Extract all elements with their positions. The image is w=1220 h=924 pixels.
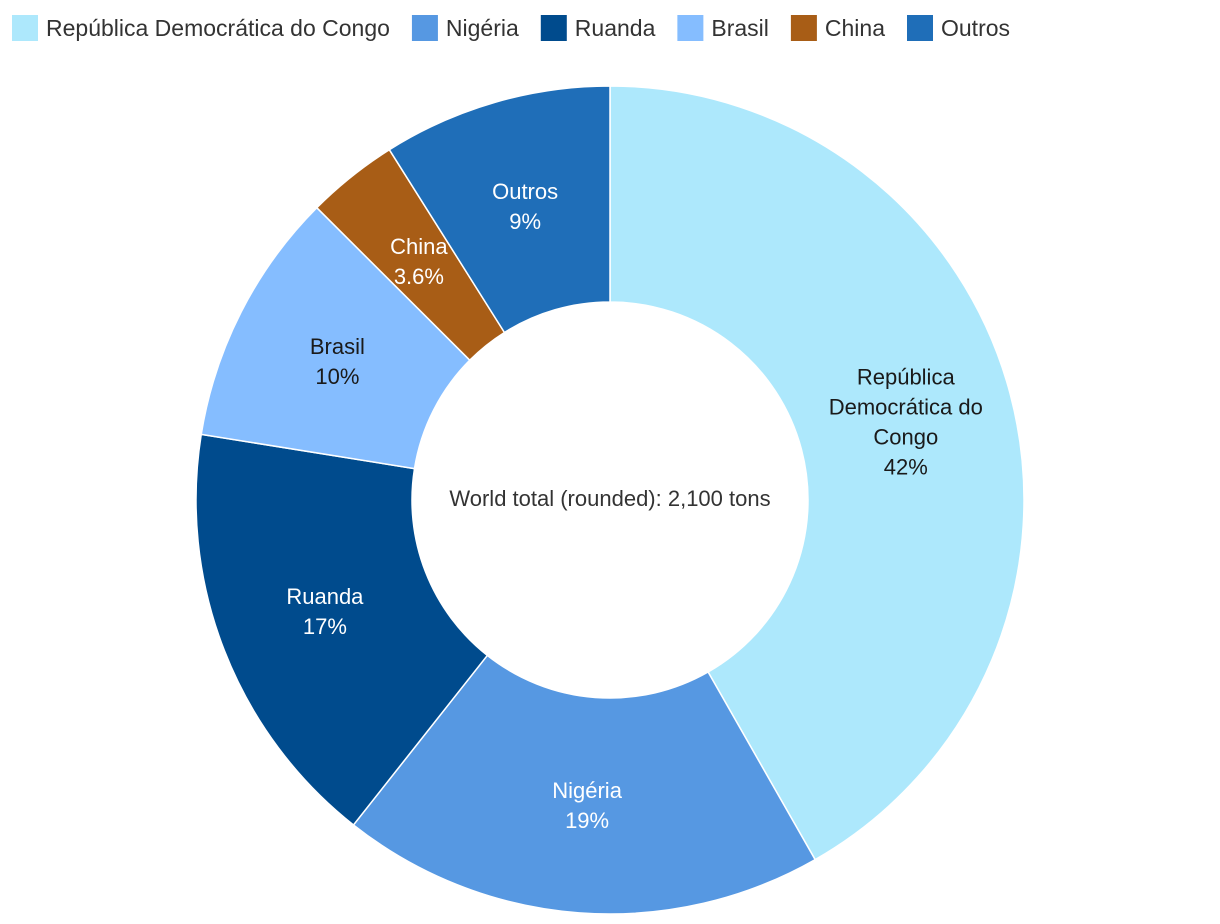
legend-swatch-ruanda: [540, 15, 567, 41]
slice-label-ruanda: Ruanda: [286, 584, 364, 609]
legend-swatch-brasil: [677, 15, 704, 41]
slice-label-china: China: [390, 234, 448, 259]
slice-value-nigeria: 19%: [565, 808, 609, 833]
slice-label-republica-democratica-do-congo-line-2: Democrática do: [829, 395, 983, 420]
legend-label-china: China: [825, 15, 885, 41]
legend-label-ruanda: Ruanda: [575, 15, 656, 41]
slice-value-republica-democratica-do-congo: 42%: [884, 455, 928, 480]
slice-republica-democratica-do-congo: [609, 85, 1025, 861]
slice-ruanda: [195, 433, 489, 826]
legend-label-nigeria: Nigéria: [446, 15, 519, 41]
chart-slices: [195, 85, 1025, 915]
slice-label-brasil: Brasil: [310, 334, 365, 359]
legend-swatch-china: [790, 15, 817, 41]
slice-label-nigeria: Nigéria: [552, 778, 622, 803]
slice-label-outros: Outros: [492, 179, 558, 204]
legend-swatch-republica-democratica-do-congo: [12, 15, 38, 41]
legend-label-republica-democratica-do-congo: República Democrática do Congo: [46, 15, 390, 41]
slice-nigeria: [352, 654, 817, 915]
slice-brasil: [200, 206, 471, 470]
legend-swatch-outros: [907, 15, 933, 41]
chart-legend: República Democrática do Congo Nigéria Rua…: [12, 15, 1010, 41]
slice-outros: [388, 85, 611, 334]
slice-label-republica-democratica-do-congo-line-3: Congo: [873, 425, 938, 450]
slice-value-brasil: 10%: [315, 364, 359, 389]
center-total-label: World total (rounded): 2,100 tons: [449, 486, 770, 511]
slice-value-outros: 9%: [509, 209, 541, 234]
slice-value-china: 3.6%: [394, 264, 444, 289]
slice-label-republica-democratica-do-congo-line-1: República: [857, 365, 956, 390]
legend-swatch-nigeria: [411, 15, 438, 41]
legend-label-outros: Outros: [941, 15, 1010, 41]
legend-label-brasil: Brasil: [711, 15, 769, 41]
slice-value-ruanda: 17%: [303, 614, 347, 639]
chart-slice-labels: República Democrática do Congo 42% Nigéria 19…: [286, 179, 982, 833]
